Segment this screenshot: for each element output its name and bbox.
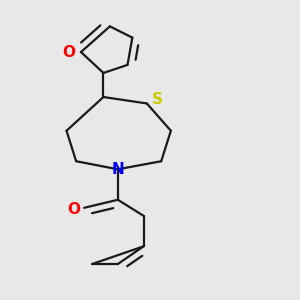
Text: N: N [112, 162, 124, 177]
Text: O: O [62, 45, 75, 60]
Text: S: S [152, 92, 163, 107]
Text: O: O [68, 202, 80, 217]
